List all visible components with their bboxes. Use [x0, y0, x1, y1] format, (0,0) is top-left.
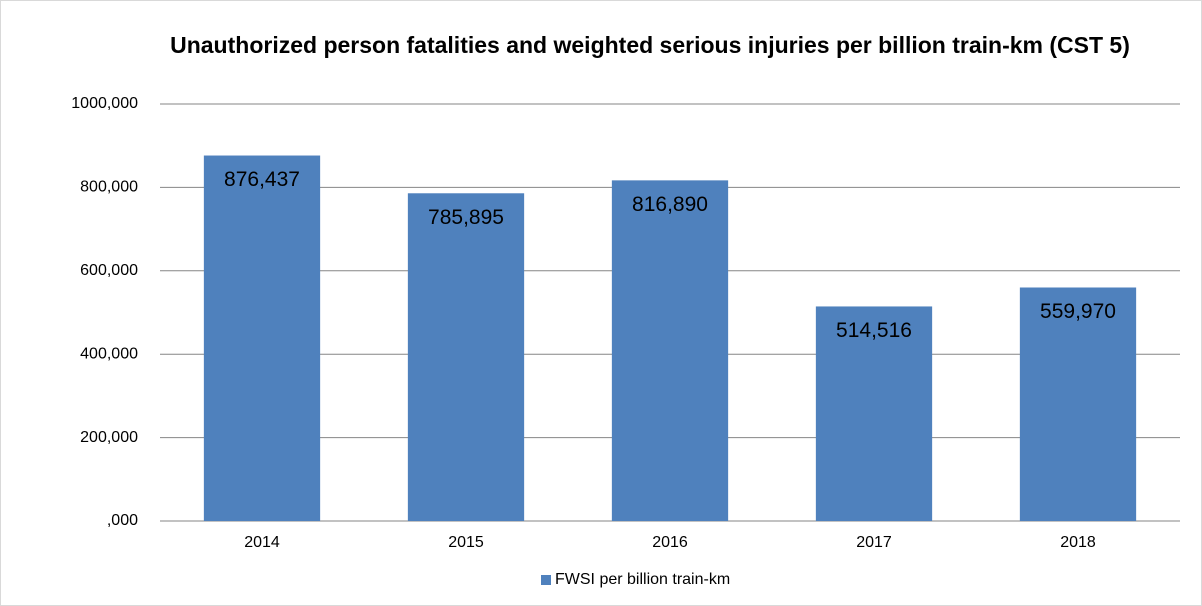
y-tick-label: 200,000: [80, 429, 138, 446]
y-tick-label: 600,000: [80, 262, 138, 279]
y-tick-label: 400,000: [80, 345, 138, 362]
x-tick-label: 2014: [244, 534, 280, 551]
bar: [407, 193, 525, 521]
data-label: 816,890: [632, 193, 708, 216]
x-tick-label: 2017: [856, 534, 892, 551]
x-tick-label: 2018: [1060, 534, 1096, 551]
y-tick-label: ,000: [107, 512, 138, 529]
data-label: 785,895: [428, 206, 504, 229]
legend-label: FWSI per billion train-km: [555, 571, 730, 588]
bar: [1019, 287, 1137, 521]
x-tick-label: 2016: [652, 534, 688, 551]
x-tick-label: 2015: [448, 534, 484, 551]
bar: [611, 180, 729, 521]
data-label: 876,437: [224, 168, 300, 191]
data-label: 514,516: [836, 319, 912, 342]
bar: [203, 155, 321, 522]
y-tick-label: 1000,000: [71, 95, 138, 112]
y-tick-label: 800,000: [80, 179, 138, 196]
chart-title: Unauthorized person fatalities and weigh…: [170, 32, 1130, 58]
data-label: 559,970: [1040, 300, 1116, 323]
bar: [815, 306, 933, 521]
legend-swatch: [541, 575, 551, 585]
